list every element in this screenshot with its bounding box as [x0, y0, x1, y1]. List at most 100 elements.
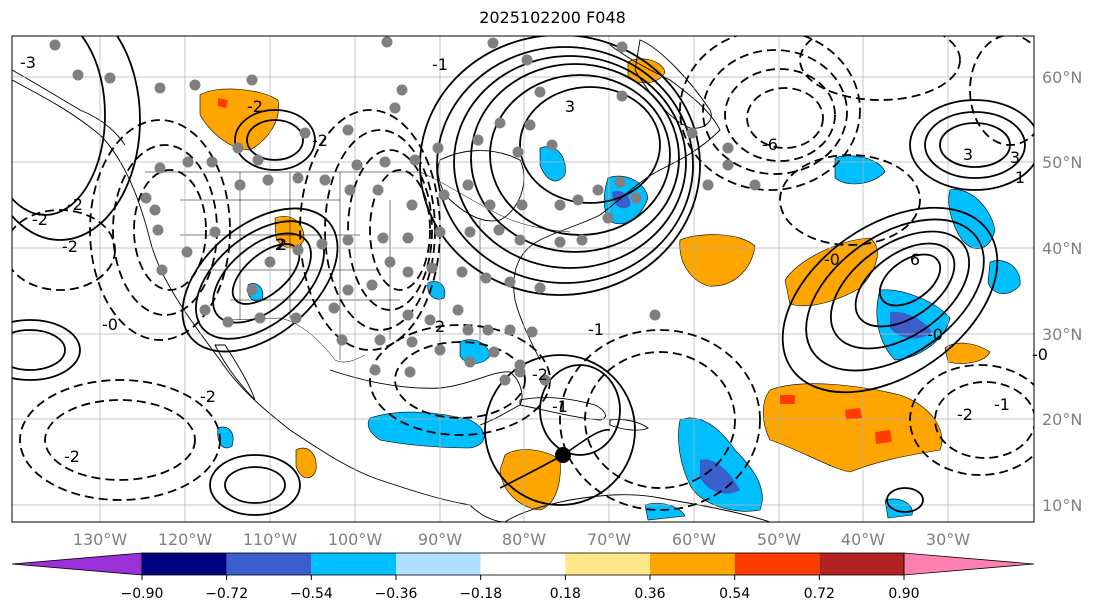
station-dot	[351, 159, 363, 171]
colorbar-tick-label: 0.90	[888, 586, 919, 602]
contour-solid	[453, 55, 687, 269]
colorbar: −0.90 −0.72 −0.54 −0.36 −0.18 0.18 0.36 0.54 0.7…	[11, 552, 1035, 602]
station-dot	[262, 174, 274, 186]
storm-track	[499, 429, 611, 489]
station-dot	[292, 172, 304, 184]
station-dot	[602, 212, 614, 224]
station-dot	[49, 39, 61, 51]
shade-orange	[499, 449, 561, 511]
y-tick-label: 60°N	[1042, 68, 1082, 87]
coastline-east-us	[513, 44, 721, 361]
contour-label: 2	[277, 235, 287, 254]
colorbar-segment	[142, 553, 227, 575]
station-dot	[539, 374, 551, 386]
station-dot	[630, 192, 642, 204]
station-dot	[438, 189, 450, 201]
shade-cyan	[644, 502, 686, 521]
coastline-layer	[12, 39, 771, 522]
station-dot	[480, 272, 492, 284]
x-tick-label: 60°W	[672, 530, 716, 549]
station-dot	[154, 162, 166, 174]
shade-orange	[274, 216, 305, 249]
contour-label: 1	[1015, 168, 1025, 187]
contour-dashed	[89, 119, 231, 341]
x-tick-label: 30°W	[926, 530, 970, 549]
shade-cyan	[948, 189, 996, 249]
y-tick-label: 10°N	[1042, 496, 1082, 515]
station-dot	[181, 246, 193, 258]
station-dot	[319, 174, 331, 186]
contour-solid	[436, 46, 694, 284]
contour-solid	[195, 220, 325, 340]
station-layer	[49, 36, 761, 386]
station-dot	[292, 244, 304, 256]
colorbar-tick-label: −0.36	[375, 586, 418, 602]
station-dot	[209, 226, 221, 238]
map-title: 2025102200 F048	[479, 8, 626, 27]
station-dot	[72, 69, 84, 81]
station-dot	[409, 154, 421, 166]
contour-label: -1	[994, 395, 1010, 414]
colorbar-segment	[396, 553, 481, 575]
colorbar-tick-label: 0.18	[550, 586, 581, 602]
station-dot	[484, 199, 496, 211]
shade-cyan	[884, 498, 913, 519]
contour-label: -3	[20, 53, 36, 72]
station-dot	[246, 284, 258, 296]
station-dot	[402, 232, 414, 244]
contour-solid	[12, 36, 141, 241]
station-dot	[456, 266, 468, 278]
station-dot	[402, 266, 414, 278]
x-tick-label: 100°W	[328, 530, 383, 549]
contour-solid	[805, 218, 985, 372]
station-dot	[504, 276, 516, 288]
contour-solid	[909, 99, 1034, 191]
contour-solid	[12, 319, 81, 381]
station-dot	[524, 119, 536, 131]
contour-layer	[12, 36, 1034, 516]
station-dot	[614, 176, 626, 188]
station-dot	[493, 224, 505, 236]
station-dot	[534, 282, 546, 294]
station-dot	[199, 304, 211, 316]
contour-solid	[419, 36, 701, 296]
contour-label: 3	[1010, 148, 1020, 167]
contour-solid	[209, 454, 301, 516]
contour-solid	[519, 86, 661, 204]
contour-label: -1	[432, 55, 448, 74]
station-dot	[372, 184, 384, 196]
station-dot	[374, 334, 386, 346]
station-dot	[432, 142, 444, 154]
contour-solid	[829, 230, 971, 350]
colorbar-segment	[565, 553, 650, 575]
station-dot	[516, 199, 528, 211]
x-tick-label: 70°W	[587, 530, 631, 549]
station-dot	[402, 309, 414, 321]
station-dot	[616, 41, 628, 53]
station-dot	[342, 234, 354, 246]
station-dot	[264, 256, 276, 268]
station-dot	[526, 326, 538, 338]
y-tick-label: 40°N	[1042, 239, 1082, 258]
shade-orange	[199, 88, 279, 151]
station-dot	[686, 127, 698, 139]
contour-label: -0	[824, 250, 840, 269]
contour-solid	[484, 354, 636, 506]
station-dot	[464, 356, 476, 368]
y-tick-label: 50°N	[1042, 153, 1082, 172]
colorbar-tick-label: −0.18	[459, 586, 502, 602]
x-tick-label: 50°W	[757, 530, 801, 549]
station-dot	[381, 36, 393, 48]
contour-dashed	[779, 154, 921, 246]
station-dot	[246, 74, 258, 86]
x-tick-label: 130°W	[73, 530, 128, 549]
colorbar-extend-low	[11, 552, 143, 576]
colorbar-tick-label: 0.54	[719, 586, 750, 602]
contour-dashed	[19, 379, 221, 501]
station-dot	[299, 127, 311, 139]
station-dot	[342, 124, 354, 136]
station-dot	[514, 366, 526, 378]
contour-solid	[234, 109, 316, 171]
x-tick-label: 120°W	[158, 530, 213, 549]
